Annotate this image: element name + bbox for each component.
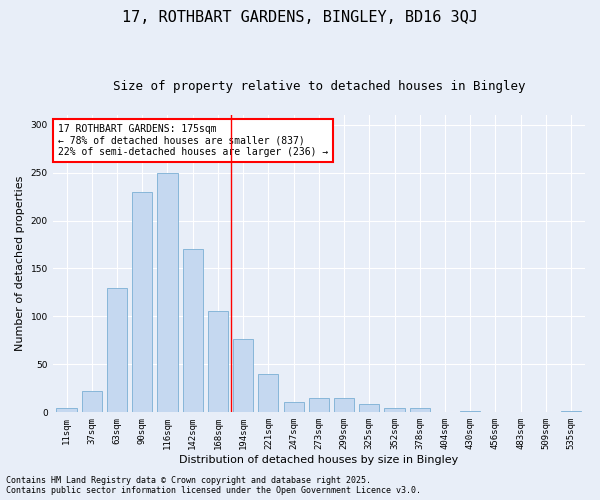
Bar [385, 408, 404, 412]
Bar [132, 192, 152, 412]
Bar [284, 402, 304, 412]
Bar [82, 391, 102, 412]
Y-axis label: Number of detached properties: Number of detached properties [15, 176, 25, 352]
X-axis label: Distribution of detached houses by size in Bingley: Distribution of detached houses by size … [179, 455, 458, 465]
Bar [182, 250, 203, 412]
Bar [334, 398, 354, 412]
Text: Contains HM Land Registry data © Crown copyright and database right 2025.
Contai: Contains HM Land Registry data © Crown c… [6, 476, 421, 495]
Bar [157, 172, 178, 412]
Bar [258, 374, 278, 412]
Bar [359, 404, 379, 412]
Text: 17, ROTHBART GARDENS, BINGLEY, BD16 3QJ: 17, ROTHBART GARDENS, BINGLEY, BD16 3QJ [122, 10, 478, 25]
Bar [56, 408, 77, 412]
Title: Size of property relative to detached houses in Bingley: Size of property relative to detached ho… [113, 80, 525, 93]
Text: 17 ROTHBART GARDENS: 175sqm
← 78% of detached houses are smaller (837)
22% of se: 17 ROTHBART GARDENS: 175sqm ← 78% of det… [58, 124, 328, 157]
Bar [410, 408, 430, 412]
Bar [107, 288, 127, 412]
Bar [208, 310, 228, 412]
Bar [309, 398, 329, 412]
Bar [233, 340, 253, 412]
